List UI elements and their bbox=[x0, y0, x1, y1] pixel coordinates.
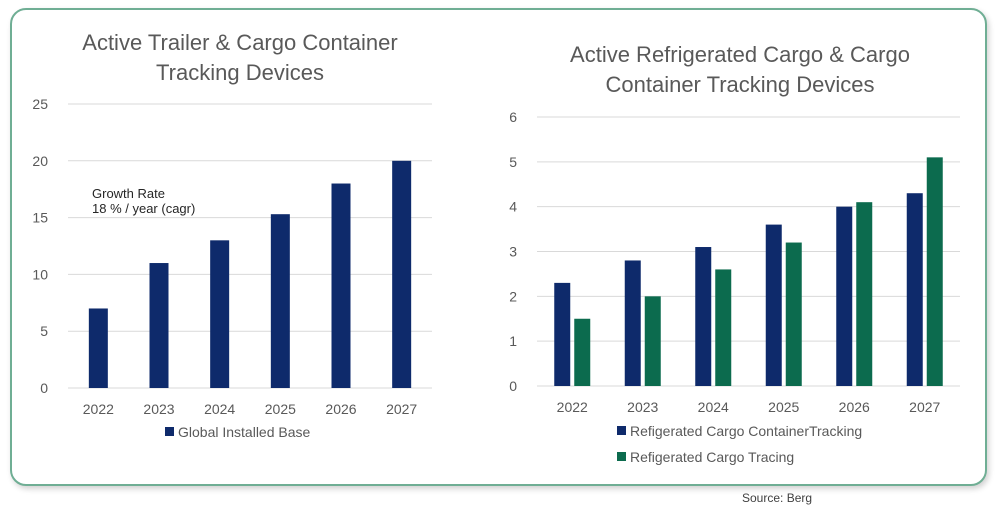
bar bbox=[149, 263, 169, 388]
bar bbox=[785, 242, 802, 386]
bar bbox=[392, 160, 412, 388]
x-tick-label: 2026 bbox=[325, 401, 356, 417]
bar bbox=[715, 269, 732, 386]
bar bbox=[210, 240, 230, 388]
y-tick-label: 6 bbox=[509, 109, 517, 125]
y-tick-label: 1 bbox=[509, 333, 517, 349]
bar bbox=[765, 224, 782, 386]
x-tick-label: 2022 bbox=[83, 401, 114, 417]
x-tick-label: 2022 bbox=[557, 399, 588, 415]
y-tick-label: 3 bbox=[509, 244, 517, 260]
bar bbox=[270, 214, 290, 388]
y-tick-label: 10 bbox=[32, 266, 48, 282]
growth-rate-annotation: Growth Rate bbox=[92, 186, 165, 201]
y-tick-label: 0 bbox=[509, 378, 517, 394]
bar bbox=[836, 206, 853, 386]
bar bbox=[856, 202, 873, 386]
x-tick-label: 2027 bbox=[909, 399, 940, 415]
x-tick-label: 2023 bbox=[143, 401, 174, 417]
y-tick-label: 0 bbox=[40, 380, 48, 396]
bar bbox=[644, 296, 661, 386]
bar bbox=[88, 308, 108, 388]
bar bbox=[554, 282, 571, 386]
legend-swatch bbox=[165, 427, 174, 436]
bar bbox=[331, 183, 351, 388]
y-tick-label: 25 bbox=[32, 96, 48, 112]
legend-label: Refigerated Cargo Tracing bbox=[630, 449, 794, 465]
x-tick-label: 2027 bbox=[386, 401, 417, 417]
y-tick-label: 20 bbox=[32, 153, 48, 169]
bar bbox=[906, 193, 923, 386]
x-tick-label: 2024 bbox=[698, 399, 729, 415]
y-tick-label: 2 bbox=[509, 288, 517, 304]
legend-swatch bbox=[617, 452, 626, 461]
bar bbox=[926, 157, 943, 386]
bar bbox=[695, 247, 712, 386]
legend-swatch bbox=[617, 426, 626, 435]
chart-panel-frame bbox=[10, 8, 987, 486]
legend-label: Refigerated Cargo ContainerTracking bbox=[630, 423, 862, 439]
left-chart-title: Active Trailer & Cargo Container Trackin… bbox=[82, 30, 398, 85]
x-tick-label: 2024 bbox=[204, 401, 235, 417]
y-tick-label: 5 bbox=[509, 154, 517, 170]
bar bbox=[624, 260, 641, 386]
x-tick-label: 2023 bbox=[627, 399, 658, 415]
source-note: Source: Berg bbox=[742, 491, 813, 505]
bar bbox=[574, 318, 591, 386]
legend-label: Global Installed Base bbox=[178, 424, 311, 440]
y-tick-label: 15 bbox=[32, 210, 48, 226]
growth-rate-annotation: 18 % / year (cagr) bbox=[92, 201, 195, 216]
x-tick-label: 2025 bbox=[265, 401, 296, 417]
right-chart-title: Active Refrigerated Cargo & Cargo Contai… bbox=[570, 42, 910, 97]
x-tick-label: 2026 bbox=[839, 399, 870, 415]
y-tick-label: 5 bbox=[40, 323, 48, 339]
x-tick-label: 2025 bbox=[768, 399, 799, 415]
y-tick-label: 4 bbox=[509, 199, 517, 215]
